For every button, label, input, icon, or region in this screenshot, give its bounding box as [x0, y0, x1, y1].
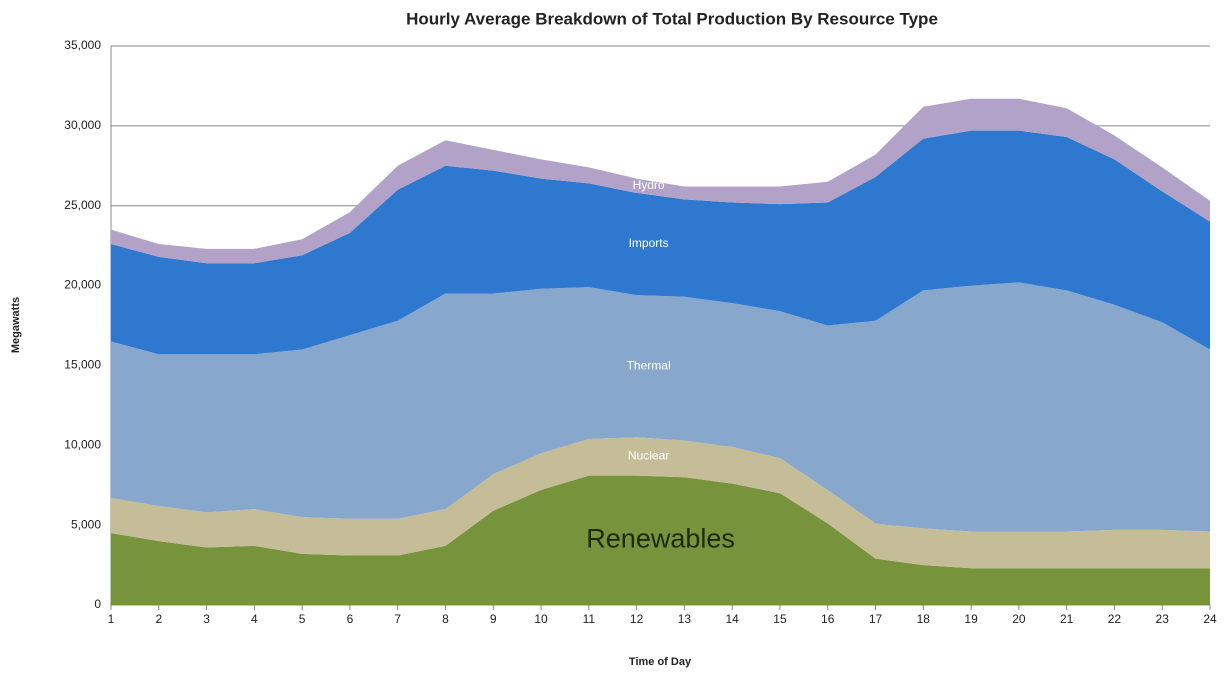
x-tick-label: 14	[725, 612, 739, 626]
x-tick-label: 4	[251, 612, 258, 626]
series-label: Nuclear	[628, 449, 669, 463]
y-tick-label: 0	[94, 597, 101, 611]
x-axis-title: Time of Day	[629, 656, 692, 668]
x-tick-label: 1	[108, 612, 115, 626]
x-tick-label: 24	[1203, 612, 1217, 626]
y-tick-label: 5,000	[71, 517, 101, 531]
x-tick-label: 17	[869, 612, 883, 626]
x-tick-label: 6	[347, 612, 354, 626]
x-tick-label: 2	[155, 612, 162, 626]
series-label: Imports	[629, 236, 669, 250]
series-label: Hydro	[633, 178, 665, 192]
y-tick-label: 25,000	[64, 198, 101, 212]
x-tick-label: 3	[203, 612, 210, 626]
x-tick-label: 13	[678, 612, 692, 626]
x-tick-label: 15	[773, 612, 787, 626]
y-tick-label: 20,000	[64, 278, 101, 292]
y-tick-label: 30,000	[64, 118, 101, 132]
x-tick-label: 5	[299, 612, 306, 626]
area	[111, 130, 1210, 355]
y-tick-label: 35,000	[64, 38, 101, 52]
area	[111, 437, 1210, 569]
area	[111, 282, 1210, 532]
x-tick-label: 11	[583, 612, 596, 626]
x-tick-label: 23	[1156, 612, 1170, 626]
x-tick-label: 8	[442, 612, 449, 626]
series-label: Renewables	[586, 523, 735, 553]
x-tick-label: 19	[964, 612, 978, 626]
x-tick-label: 20	[1012, 612, 1026, 626]
x-tick-label: 16	[821, 612, 835, 626]
y-tick-label: 10,000	[64, 437, 101, 451]
x-tick-label: 9	[490, 612, 497, 626]
x-tick-label: 10	[534, 612, 548, 626]
y-axis-title: Megawatts	[10, 297, 22, 353]
series-label: Thermal	[627, 358, 671, 372]
x-tick-label: 18	[917, 612, 931, 626]
area	[111, 475, 1210, 605]
chart-title: Hourly Average Breakdown of Total Produc…	[406, 9, 938, 28]
x-tick-label: 12	[630, 612, 644, 626]
x-tick-label: 7	[394, 612, 401, 626]
x-tick-label: 22	[1108, 612, 1122, 626]
x-tick-label: 21	[1060, 612, 1074, 626]
y-tick-label: 15,000	[64, 358, 101, 372]
